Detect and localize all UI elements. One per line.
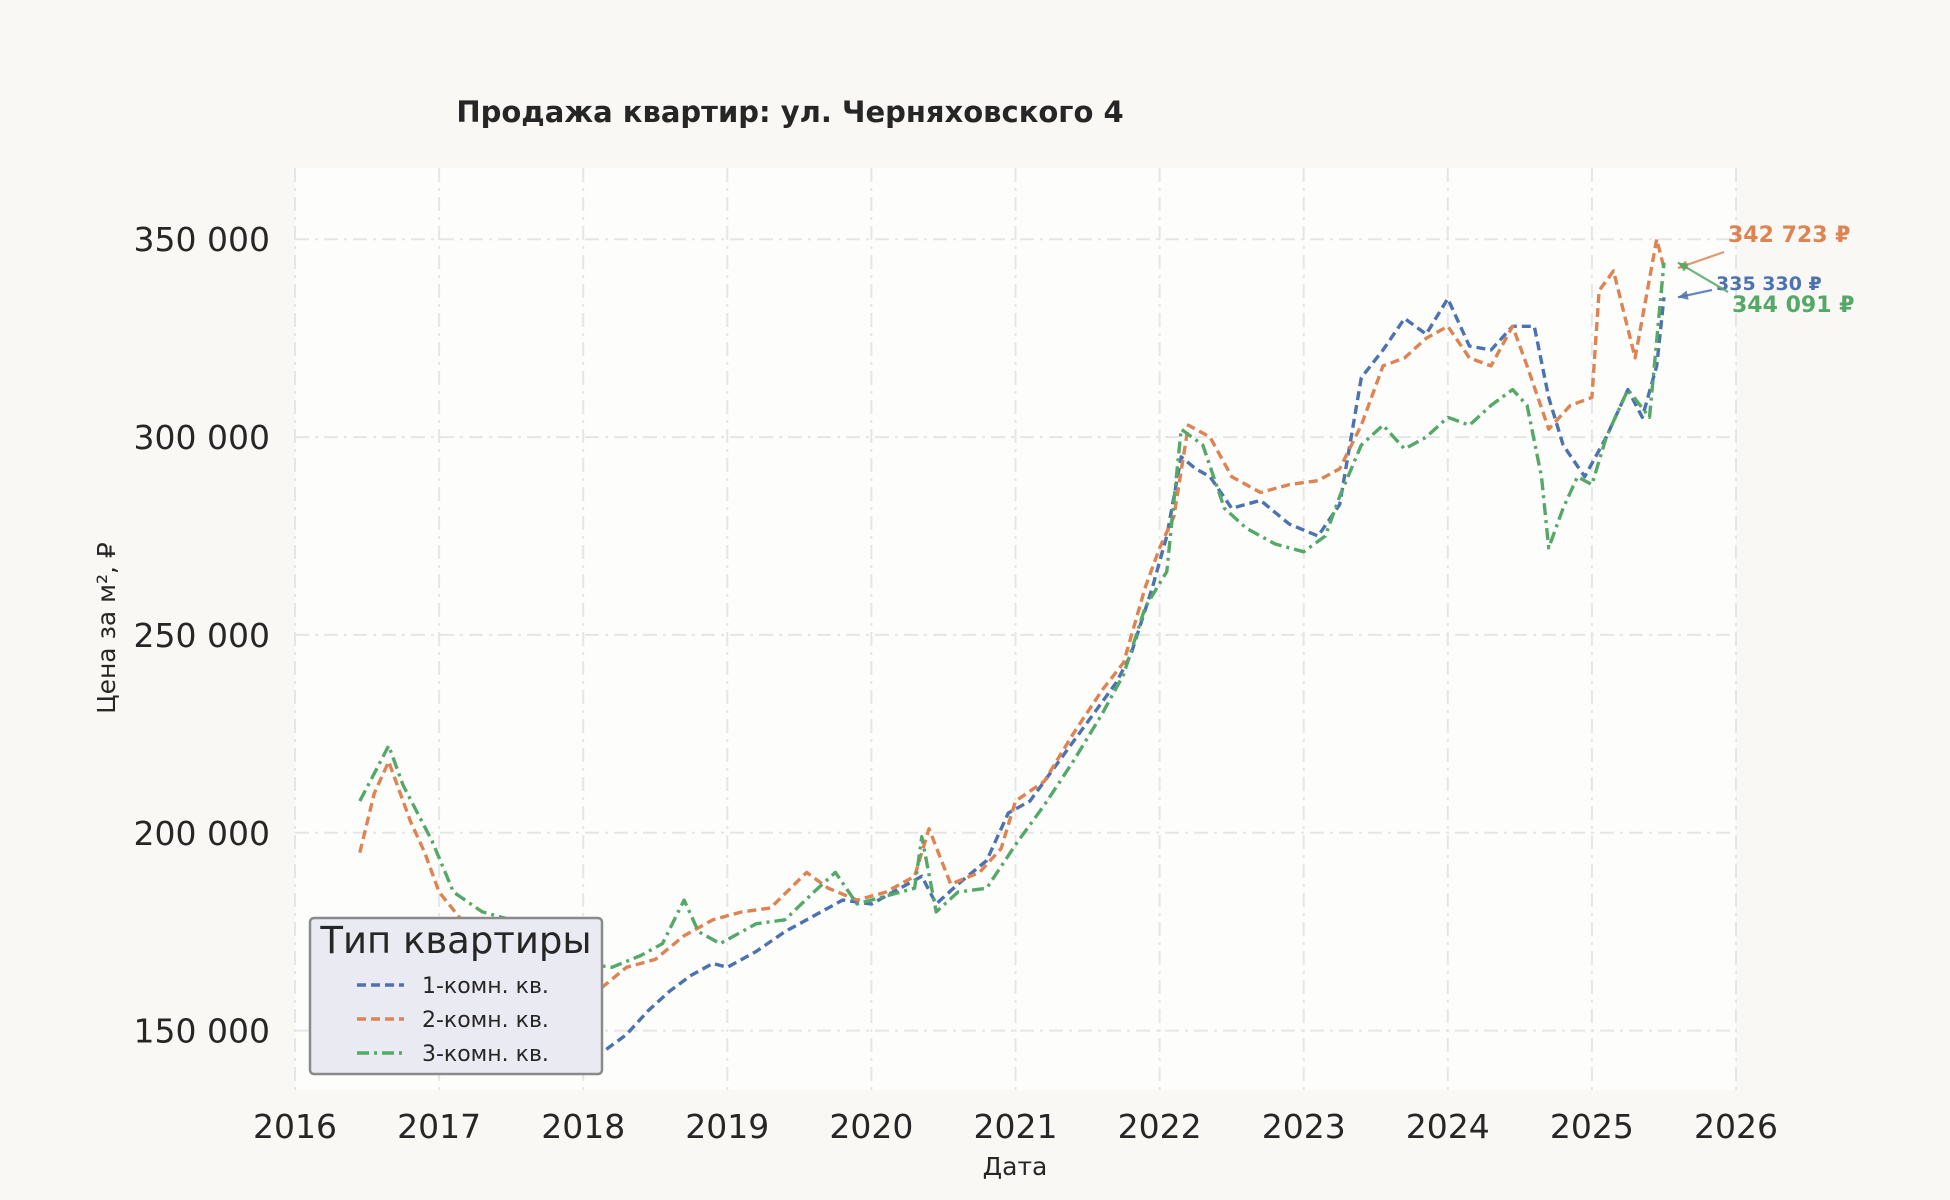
legend-items: 1-комн. кв. 2-комн. кв. 3-комн. кв. [357, 974, 549, 1067]
x-tick-label: 2017 [397, 1107, 481, 1146]
x-axis-label: Дата [983, 1152, 1048, 1181]
annotation-arrowhead [1678, 262, 1689, 272]
annotation-arrowhead [1678, 290, 1689, 300]
chart-title: Продажа квартир: ул. Черняховского 4 [456, 95, 1123, 129]
y-tick-label: 250 000 [134, 616, 270, 655]
y-tick-label: 350 000 [134, 220, 270, 259]
x-tick-label: 2018 [541, 1107, 625, 1146]
x-axis: 2016 2017 2018 2019 2020 2021 2022 2023 2024 2025… [253, 1107, 1778, 1146]
x-tick-label: 2026 [1694, 1107, 1778, 1146]
legend-box [308, 916, 604, 1076]
legend: Тип квартиры 1-комн. кв. 2-комн. кв. 3-ком… [308, 916, 604, 1076]
end-annotations: 342 723 ₽ 335 330 ₽344 091 ₽ [1677, 223, 1854, 318]
x-tick-label: 2023 [1262, 1107, 1346, 1146]
annotation-label: 344 091 ₽ [1732, 293, 1854, 318]
annotation-label: 335 330 ₽ [1716, 273, 1822, 295]
x-tick-label: 2024 [1406, 1107, 1490, 1146]
legend-label: 2-комн. кв. [422, 1008, 549, 1033]
y-axis-label: Цена за м², ₽ [92, 542, 121, 714]
y-tick-label: 200 000 [134, 814, 270, 853]
legend-label: 3-комн. кв. [422, 1042, 549, 1067]
legend-label: 1-комн. кв. [422, 974, 549, 999]
y-axis: 150 000 200 000 250 000 300 000 350 000 [134, 220, 270, 1050]
x-tick-label: 2016 [253, 1107, 337, 1146]
legend-title: Тип квартиры [319, 919, 591, 962]
y-tick-label: 300 000 [134, 418, 270, 457]
x-tick-label: 2021 [974, 1107, 1058, 1146]
series-line-1 [373, 296, 1666, 1053]
x-tick-label: 2019 [685, 1107, 769, 1146]
x-tick-label: 2020 [829, 1107, 913, 1146]
grid [294, 168, 1737, 1090]
y-tick-label: 150 000 [134, 1012, 270, 1051]
x-tick-label: 2022 [1118, 1107, 1202, 1146]
annotation-label: 342 723 ₽ [1728, 223, 1850, 248]
x-tick-label: 2025 [1550, 1107, 1634, 1146]
